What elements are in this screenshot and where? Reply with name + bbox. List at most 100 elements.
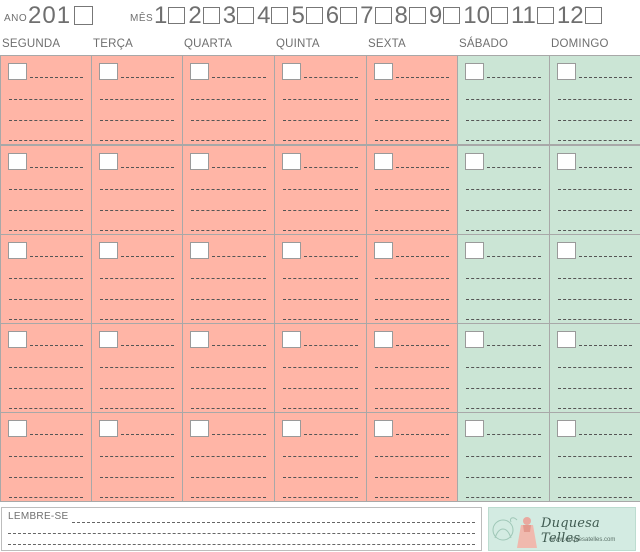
month-checkbox[interactable] (443, 7, 461, 24)
day-cell[interactable] (274, 55, 367, 145)
date-number-box[interactable] (374, 331, 393, 348)
month-option[interactable]: 11 (511, 2, 554, 30)
day-cell[interactable] (549, 55, 640, 145)
day-cell[interactable] (549, 323, 640, 413)
month-checkbox[interactable] (271, 7, 289, 24)
day-cell[interactable] (274, 412, 367, 502)
month-option[interactable]: 4 (257, 2, 289, 30)
month-checkbox[interactable] (408, 7, 426, 24)
day-cell[interactable] (91, 234, 183, 324)
date-number-box[interactable] (282, 242, 301, 259)
day-cell[interactable] (182, 145, 275, 235)
day-cell[interactable] (91, 412, 183, 502)
month-checkbox[interactable] (202, 7, 220, 24)
day-cell[interactable] (549, 412, 640, 502)
date-number-box[interactable] (374, 420, 393, 437)
month-number: 3 (222, 2, 237, 29)
day-cell[interactable] (457, 145, 550, 235)
day-cell[interactable] (366, 234, 458, 324)
date-number-box[interactable] (8, 331, 27, 348)
date-number-box[interactable] (8, 63, 27, 80)
date-number-box[interactable] (190, 242, 209, 259)
month-option[interactable]: 3 (222, 2, 255, 30)
month-checkbox[interactable] (340, 7, 358, 24)
date-number-box[interactable] (99, 242, 118, 259)
date-number-box[interactable] (99, 331, 118, 348)
month-checkbox[interactable] (374, 7, 392, 24)
note-line (100, 278, 174, 279)
date-number-box[interactable] (557, 153, 576, 170)
month-option[interactable]: 8 (395, 2, 426, 30)
day-cell[interactable] (549, 234, 640, 324)
day-cell[interactable] (0, 145, 92, 235)
month-checkbox[interactable] (305, 7, 323, 24)
month-checkbox[interactable] (237, 7, 255, 24)
day-cell[interactable] (91, 323, 183, 413)
date-number-box[interactable] (557, 420, 576, 437)
month-option[interactable]: 6 (326, 2, 358, 30)
day-cell[interactable] (366, 412, 458, 502)
day-cell[interactable] (366, 323, 458, 413)
day-cell[interactable] (0, 55, 92, 145)
date-number-box[interactable] (374, 63, 393, 80)
date-number-box[interactable] (465, 331, 484, 348)
month-checkbox[interactable] (536, 7, 554, 24)
day-cell[interactable] (274, 145, 367, 235)
date-number-box[interactable] (99, 63, 118, 80)
day-cell[interactable] (182, 234, 275, 324)
date-number-box[interactable] (557, 63, 576, 80)
month-checkbox[interactable] (584, 7, 602, 24)
date-number-box[interactable] (99, 420, 118, 437)
remember-box[interactable]: LEMBRE-SE (1, 507, 482, 551)
day-cell[interactable] (274, 323, 367, 413)
month-checkbox[interactable] (168, 7, 186, 24)
month-option[interactable]: 1 (154, 2, 186, 30)
day-cell[interactable] (366, 55, 458, 145)
date-number-box[interactable] (8, 242, 27, 259)
date-number-box[interactable] (465, 153, 484, 170)
month-checkbox[interactable] (490, 7, 508, 24)
day-cell[interactable] (0, 234, 92, 324)
date-number-box[interactable] (374, 153, 393, 170)
day-cell[interactable] (457, 55, 550, 145)
date-number-box[interactable] (190, 153, 209, 170)
date-number-box[interactable] (282, 420, 301, 437)
date-number-box[interactable] (465, 63, 484, 80)
date-number-box[interactable] (557, 242, 576, 259)
day-cell[interactable] (0, 412, 92, 502)
day-cell[interactable] (366, 145, 458, 235)
day-cell[interactable] (274, 234, 367, 324)
date-number-box[interactable] (374, 242, 393, 259)
date-number-box[interactable] (8, 153, 27, 170)
day-cell[interactable] (91, 145, 183, 235)
date-number-box[interactable] (190, 420, 209, 437)
month-option[interactable]: 10 (463, 2, 508, 30)
month-option[interactable]: 5 (291, 2, 323, 30)
date-number-box[interactable] (282, 63, 301, 80)
day-cell[interactable] (182, 55, 275, 145)
date-number-box[interactable] (8, 420, 27, 437)
day-cell[interactable] (457, 412, 550, 502)
date-number-box[interactable] (465, 242, 484, 259)
day-cell[interactable] (182, 323, 275, 413)
month-option[interactable]: 12 (557, 2, 602, 30)
day-cell[interactable] (0, 323, 92, 413)
note-line (375, 99, 449, 100)
date-number-box[interactable] (557, 331, 576, 348)
month-option[interactable]: 7 (360, 2, 392, 30)
month-option[interactable]: 2 (188, 2, 220, 30)
day-cell[interactable] (457, 234, 550, 324)
date-number-box[interactable] (282, 331, 301, 348)
month-number: 9 (428, 2, 443, 29)
year-digit-box[interactable] (74, 6, 93, 25)
date-number-box[interactable] (190, 63, 209, 80)
date-number-box[interactable] (99, 153, 118, 170)
date-number-box[interactable] (190, 331, 209, 348)
day-cell[interactable] (91, 55, 183, 145)
date-number-box[interactable] (282, 153, 301, 170)
month-option[interactable]: 9 (428, 2, 461, 30)
date-number-box[interactable] (465, 420, 484, 437)
day-cell[interactable] (457, 323, 550, 413)
day-cell[interactable] (182, 412, 275, 502)
day-cell[interactable] (549, 145, 640, 235)
